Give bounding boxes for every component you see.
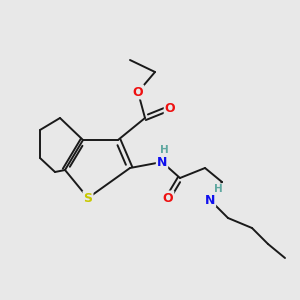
Text: O: O <box>133 85 143 98</box>
Text: O: O <box>163 191 173 205</box>
Text: N: N <box>157 155 167 169</box>
Text: H: H <box>160 145 168 155</box>
Text: O: O <box>165 101 175 115</box>
Text: S: S <box>83 191 92 205</box>
Text: N: N <box>205 194 215 206</box>
Text: H: H <box>214 184 222 194</box>
